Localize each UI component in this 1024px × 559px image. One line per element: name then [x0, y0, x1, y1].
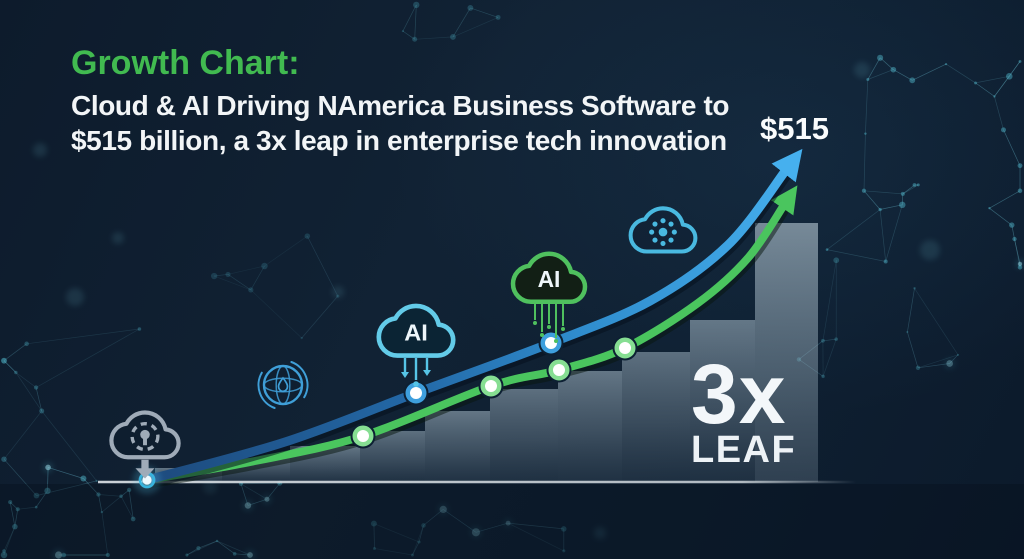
- growth-bar: [622, 352, 690, 482]
- page-title: Growth Chart:: [71, 44, 300, 82]
- green-line-data-point: [350, 423, 376, 449]
- growth-bar: [490, 389, 558, 482]
- green-line-data-point: [478, 373, 504, 399]
- secure-cloud-icon: [109, 410, 181, 479]
- green-growth-line: [143, 185, 798, 484]
- floor-shade: [0, 484, 1024, 559]
- ai-cloud-green-icon: AI: [510, 251, 588, 305]
- ai-label-green: AI: [538, 266, 561, 292]
- green-line-data-point: [612, 335, 638, 361]
- dashed-circle: [130, 421, 160, 452]
- growth-bar: [425, 411, 490, 482]
- drop-icon: [277, 376, 289, 393]
- multiplier-caption-label: LEAF: [691, 429, 797, 471]
- down-arrow-icon: [141, 459, 149, 469]
- growth-bar: [558, 371, 622, 482]
- globe-icon: [257, 361, 309, 409]
- subtitle-line-2: $515 billion, a 3x leap in enterprise te…: [71, 125, 727, 156]
- icons-layer: AI AI: [109, 206, 698, 479]
- blue-growth-line: [142, 148, 803, 485]
- growth-bar: [690, 320, 755, 482]
- circuit-drips-icon: [401, 358, 431, 387]
- ai-label-blue: AI: [404, 319, 428, 345]
- end-value-label: $515: [760, 111, 829, 146]
- blue-line-data-point: [538, 330, 564, 356]
- growth-lines: [142, 148, 803, 489]
- growth-bar: [755, 223, 818, 482]
- data-point-markers: [350, 330, 638, 449]
- subtitle-line-1: Cloud & AI Driving NAmerica Business Sof…: [71, 90, 730, 121]
- ai-cloud-blue-icon: AI: [376, 303, 456, 358]
- growth-bars: [155, 223, 818, 482]
- data-cloud-icon: [628, 206, 698, 254]
- growth-multiplier-label: 3x: [691, 347, 787, 441]
- circuit-traces-icon: [533, 304, 565, 343]
- blue-line-data-point: [403, 380, 429, 406]
- keyhole-icon: [140, 429, 150, 440]
- subtitle: Cloud & AI Driving NAmerica Business Sof…: [71, 88, 730, 158]
- green-line-data-point: [546, 357, 572, 383]
- dot-cluster-icon: [658, 227, 668, 237]
